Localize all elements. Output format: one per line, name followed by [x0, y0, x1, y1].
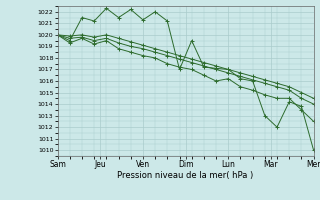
X-axis label: Pression niveau de la mer( hPa ): Pression niveau de la mer( hPa ) [117, 171, 254, 180]
